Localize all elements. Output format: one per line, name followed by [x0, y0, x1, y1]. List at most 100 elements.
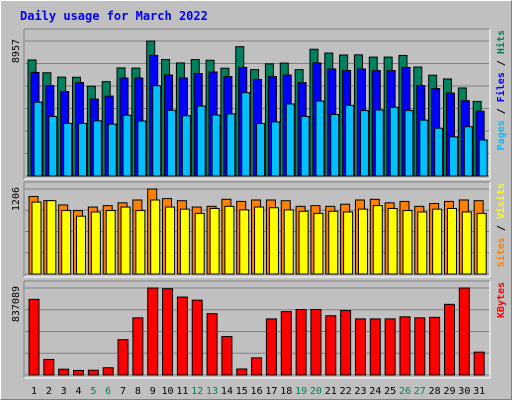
x-tick-label-day: 3 [61, 386, 67, 397]
bar-visits [372, 205, 383, 275]
bar-kbytes [43, 358, 55, 376]
x-tick-label-day: 7 [120, 386, 126, 397]
graph-title: Daily usage for March 2022 [20, 9, 208, 23]
bar-pages [48, 115, 58, 177]
bar-visits [254, 206, 265, 275]
bar-visits [31, 201, 42, 275]
x-tick-label-day: 9 [150, 386, 156, 397]
x-tick-label-day: 25 [384, 386, 396, 397]
bar-visits [135, 210, 146, 275]
x-tick-label-day: 27 [414, 386, 426, 397]
x-tick-label-day: 31 [473, 386, 485, 397]
bar-kbytes [162, 288, 174, 376]
bar-kbytes [399, 316, 411, 376]
x-tick-label-day: 20 [310, 386, 322, 397]
bar-kbytes [132, 317, 144, 376]
bar-kbytes [369, 318, 381, 376]
bar-pages [241, 92, 251, 177]
bar-kbytes [206, 313, 218, 376]
x-tick-label-day: 16 [251, 386, 263, 397]
bar-pages [434, 127, 444, 177]
bar-visits [46, 200, 57, 275]
bar-kbytes [236, 368, 248, 376]
bar-kbytes [265, 318, 277, 376]
bar-kbytes [280, 311, 292, 376]
x-tick-label-day: 5 [90, 386, 96, 397]
bar-kbytes [354, 318, 366, 376]
x-tick-label-day: 19 [295, 386, 307, 397]
x-tick-label-day: 15 [236, 386, 248, 397]
bar-visits [61, 210, 72, 275]
bar-kbytes [147, 287, 159, 376]
x-tick-label-day: 6 [105, 386, 111, 397]
bar-pages [211, 114, 221, 177]
panel-2-legend: Sites / Visits [495, 183, 507, 267]
bar-kbytes [295, 309, 307, 376]
x-tick-label-day: 23 [354, 386, 366, 397]
x-tick-label-day: 26 [399, 386, 411, 397]
bar-visits [224, 205, 235, 275]
x-tick-label-day: 30 [458, 386, 470, 397]
bar-kbytes [251, 357, 263, 376]
bar-pages [315, 100, 325, 177]
legend-separator: / [496, 219, 507, 237]
bar-kbytes [28, 298, 40, 376]
x-tick-label-day: 18 [280, 386, 292, 397]
x-tick-label-day: 24 [369, 386, 381, 397]
bar-pages [107, 123, 117, 177]
legend-separator: / [496, 54, 507, 72]
bar-visits [194, 212, 205, 275]
bar-pages [270, 121, 280, 177]
bar-visits [476, 212, 487, 275]
bar-pages [448, 136, 458, 177]
x-tick-label-day: 2 [46, 386, 52, 397]
bar-pages [256, 123, 266, 177]
bar-kbytes [325, 315, 337, 376]
x-tick-label-day: 21 [325, 386, 337, 397]
bar-kbytes [176, 296, 188, 376]
bar-kbytes [221, 336, 233, 376]
bar-pages [300, 115, 310, 177]
bar-pages [122, 114, 132, 177]
x-tick-label-day: 8 [135, 386, 141, 397]
legend-separator: / [496, 102, 507, 120]
panel-2-y-tick-label: 1206 [11, 187, 22, 211]
bar-pages [181, 115, 191, 177]
bar-visits [328, 210, 339, 275]
x-tick-label-day: 12 [191, 386, 203, 397]
panel-1-legend: Pages / Files / Hits [495, 30, 507, 150]
legend-sites: Sites [495, 237, 507, 267]
bar-kbytes [384, 318, 396, 376]
bar-kbytes [458, 287, 470, 376]
x-tick-label-day: 14 [221, 386, 233, 397]
bar-pages [330, 114, 340, 177]
bar-visits [283, 209, 294, 275]
panel-3-legend: KBytes [496, 282, 507, 318]
bar-visits [268, 207, 279, 275]
bar-pages [389, 106, 399, 177]
bar-visits [387, 207, 398, 275]
legend-files: Files [495, 72, 507, 102]
bar-pages [463, 126, 473, 177]
legend-hits: Hits [495, 30, 507, 54]
bar-pages [285, 103, 295, 177]
bar-pages [196, 105, 206, 177]
bar-kbytes [58, 368, 70, 376]
bar-visits [461, 211, 472, 275]
bar-pages [137, 120, 147, 177]
bar-pages [92, 120, 102, 177]
bar-visits [432, 208, 443, 275]
bar-visits [298, 210, 309, 275]
x-tick-label-day: 28 [429, 386, 441, 397]
bar-pages [374, 109, 384, 177]
legend-kbytes: KBytes [496, 282, 507, 318]
bar-visits [105, 210, 116, 275]
bar-kbytes [117, 339, 129, 376]
bar-kbytes [414, 317, 426, 376]
bar-kbytes [73, 369, 85, 376]
x-tick-label-day: 17 [265, 386, 277, 397]
x-tick-label-day: 4 [76, 386, 82, 397]
bar-visits [402, 210, 413, 275]
bar-visits [239, 209, 250, 275]
